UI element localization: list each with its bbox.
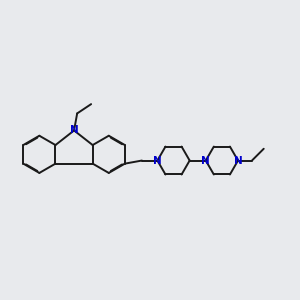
Text: N: N [234, 155, 242, 166]
Text: N: N [153, 155, 162, 166]
Text: N: N [201, 155, 210, 166]
Text: N: N [70, 125, 78, 136]
